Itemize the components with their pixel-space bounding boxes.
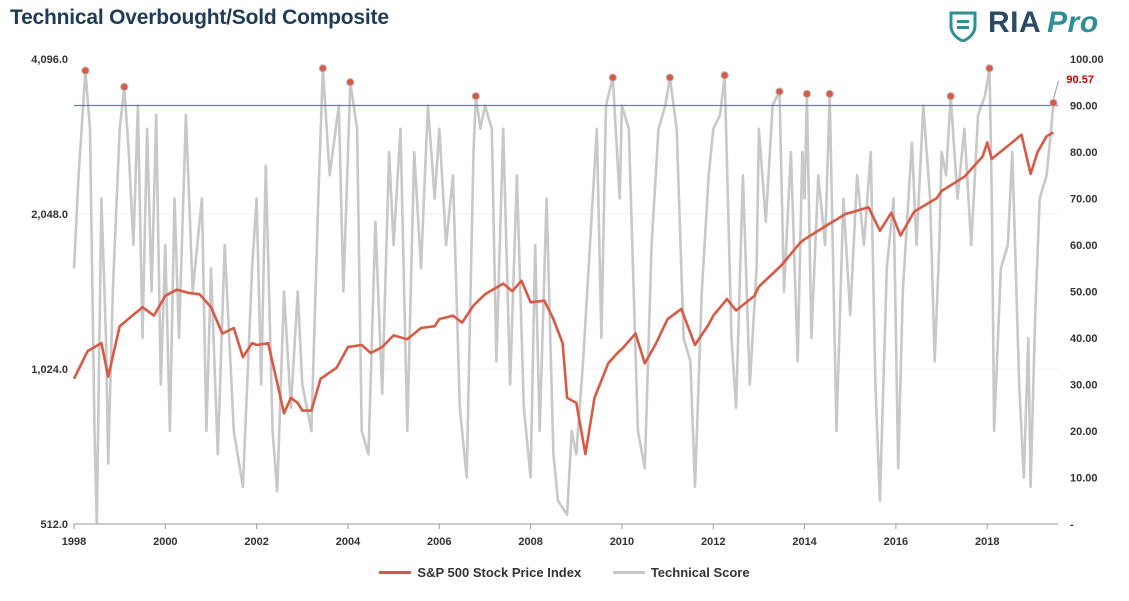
x-tick-label: 2000 [153,536,177,548]
right-tick-label: 80.00 [1070,147,1098,159]
overbought-marker [985,64,994,73]
chart-title: Technical Overbought/Sold Composite [10,6,389,29]
legend-label-score: Technical Score [650,565,750,580]
right-tick-label: 40.00 [1070,333,1098,345]
overbought-marker [346,78,355,87]
x-tick-label: 2018 [975,536,999,548]
right-tick-label: 50.00 [1070,287,1098,299]
technical-score-line [72,67,1055,526]
legend-swatch-sp500 [379,571,412,574]
x-tick-label: 2008 [518,536,542,548]
shield-icon [949,11,977,42]
right-tick-label: 100.00 [1070,54,1104,66]
overbought-marker [318,64,327,73]
overbought-marker [608,73,617,82]
right-tick-label: 70.00 [1070,194,1098,206]
overbought-marker [120,82,129,92]
overbought-marker [471,92,480,101]
x-tick-label: 2010 [610,536,634,548]
logo-text: RIA Pro [988,6,1099,40]
right-tick-label: 90.00 [1070,101,1098,113]
overbought-marker [946,92,955,101]
overbought-marker [720,71,729,80]
right-tick-label: 20.00 [1070,426,1098,438]
left-tick-label: 512.0 [40,519,68,531]
x-tick-label: 2004 [336,536,361,548]
left-tick-label: 2,048.0 [31,209,68,221]
legend-label-sp500: S&P 500 Stock Price Index [417,565,582,580]
legend-swatch-score [612,571,645,574]
x-tick-label: 2002 [244,536,268,548]
left-tick-label: 1,024.0 [31,364,68,376]
overbought-marker [802,89,811,98]
right-tick-label: - [1070,519,1074,531]
x-tick-label: 2016 [884,536,908,548]
legend-item-score: Technical Score [612,565,750,580]
sp500-line [72,131,1055,456]
logo-ria: RIA [988,6,1042,39]
x-tick-label: 2014 [792,536,817,548]
current-value-label: 90.57 [1066,74,1094,86]
legend-item-sp500: S&P 500 Stock Price Index [379,565,581,580]
right-tick-label: 60.00 [1070,240,1098,252]
x-tick-label: 2006 [427,536,451,548]
left-tick-label: 4,096.0 [31,54,68,66]
overbought-marker [825,89,834,98]
x-tick-label: 1998 [62,536,86,548]
overbought-marker [665,73,674,82]
annotation-leader [1052,80,1059,99]
ria-pro-logo: RIA Pro [948,6,1118,46]
right-tick-label: 30.00 [1070,380,1098,392]
x-tick-label: 2012 [701,536,725,548]
logo-pro: Pro [1047,6,1099,39]
right-tick-label: 10.00 [1070,473,1098,485]
overbought-marker [81,66,90,75]
overbought-marker [775,87,784,96]
legend: S&P 500 Stock Price Index Technical Scor… [0,562,1129,580]
overbought-marker [1049,98,1058,107]
